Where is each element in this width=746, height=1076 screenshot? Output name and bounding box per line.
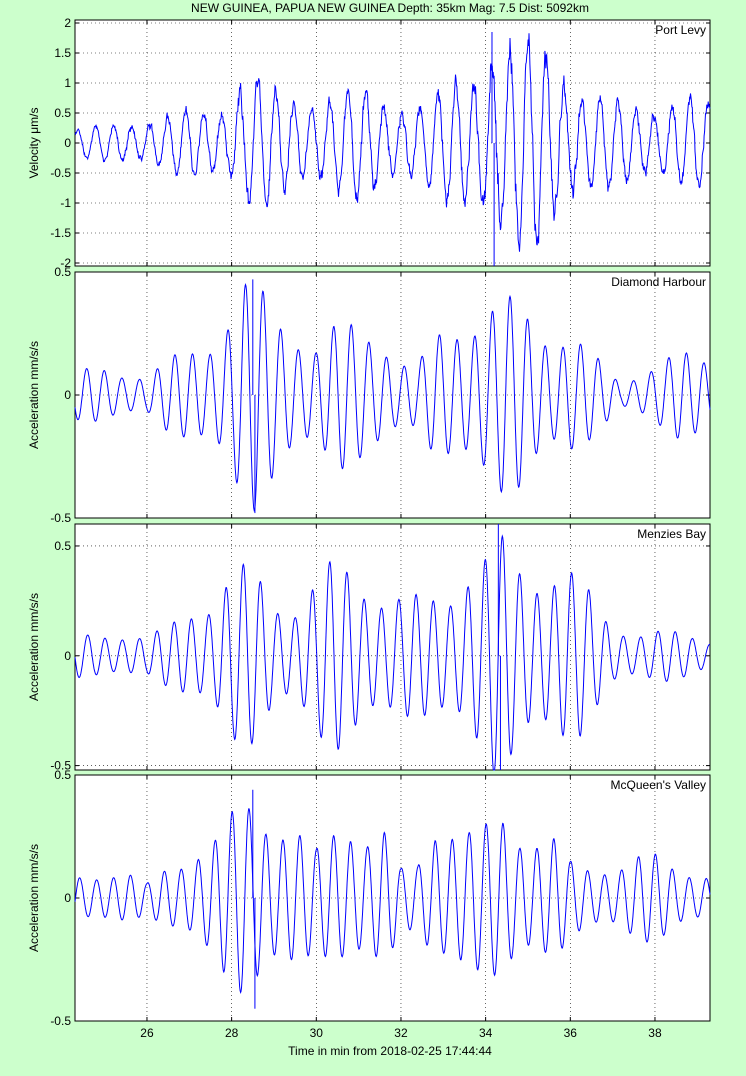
x-tick-label: 30 bbox=[310, 1026, 324, 1040]
y-tick-label: 0.5 bbox=[54, 768, 71, 782]
figure-title: NEW GUINEA, PAPUA NEW GUINEA Depth: 35km… bbox=[191, 1, 589, 15]
axes-box bbox=[74, 774, 711, 1022]
y-tick-label: 0.5 bbox=[54, 539, 71, 553]
waveform-trace bbox=[74, 33, 711, 252]
axes-box bbox=[74, 19, 711, 267]
panel-4: 26 28 30 32 34 36 38 0.5 0 -0.5 Acceleration mm/s/… bbox=[27, 768, 711, 1040]
waveform-trace bbox=[74, 808, 711, 995]
x-tick-label: 38 bbox=[648, 1026, 662, 1040]
y-tick-label: 1.5 bbox=[54, 46, 71, 60]
y-tick-label: -1 bbox=[60, 196, 71, 210]
station-label: Menzies Bay bbox=[637, 527, 706, 541]
y-tick-label: 0.5 bbox=[54, 265, 71, 279]
y-tick-label: -0.5 bbox=[50, 511, 71, 525]
y-axis-label: Acceleration mm/s/s bbox=[27, 593, 41, 701]
x-tick-label: 32 bbox=[394, 1026, 408, 1040]
panel-1: 2 1.5 1 0.5 0 -0.5 -1 -1.5 -2 Velocity μm/s Port L… bbox=[27, 16, 711, 270]
y-tick-label: 0 bbox=[64, 891, 71, 905]
y-axis-label: Acceleration mm/s/s bbox=[27, 844, 41, 952]
y-tick-label: -0.5 bbox=[50, 166, 71, 180]
y-tick-label: -1.5 bbox=[50, 226, 71, 240]
y-tick-label: 0 bbox=[64, 136, 71, 150]
y-tick-label: -0.5 bbox=[50, 759, 71, 773]
waveform-trace bbox=[74, 534, 711, 771]
x-tick-label: 28 bbox=[225, 1026, 239, 1040]
x-tick-label: 34 bbox=[479, 1026, 493, 1040]
station-label: Diamond Harbour bbox=[611, 275, 706, 289]
axes-box bbox=[74, 523, 711, 771]
y-tick-label: 0 bbox=[64, 388, 71, 402]
x-tick-label: 26 bbox=[140, 1026, 154, 1040]
y-tick-label: 0.5 bbox=[54, 106, 71, 120]
panel-3: 0.5 0 -0.5 Acceleration mm/s/s Menzies Bay bbox=[27, 523, 711, 773]
x-axis-label: Time in min from 2018-02-25 17:44:44 bbox=[288, 1044, 492, 1058]
y-tick-label: -0.5 bbox=[50, 1014, 71, 1028]
y-tick-label: 2 bbox=[64, 16, 71, 30]
waveform-trace bbox=[74, 282, 711, 513]
y-tick-label: 0 bbox=[64, 649, 71, 663]
station-label: Port Levy bbox=[655, 23, 706, 37]
station-label: McQueen's Valley bbox=[611, 778, 706, 792]
y-axis-label: Velocity μm/s bbox=[27, 108, 41, 179]
y-axis-label: Acceleration mm/s/s bbox=[27, 341, 41, 449]
y-tick-label: 1 bbox=[64, 76, 71, 90]
panel-2: 0.5 0 -0.5 Acceleration mm/s/s Diamond Harbo… bbox=[27, 265, 711, 525]
x-tick-label: 36 bbox=[564, 1026, 578, 1040]
y-tick-label: -2 bbox=[60, 256, 71, 270]
